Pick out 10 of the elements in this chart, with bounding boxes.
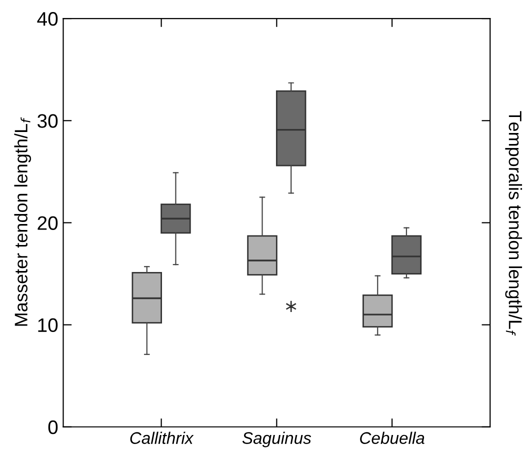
y-tick-label: 30 [37, 114, 58, 128]
x-tick-label: Saguinus [242, 432, 312, 448]
y-axis-title: Masseter tendon length/L$_{f}$ [14, 117, 32, 326]
y-tick-label: 40 [37, 12, 58, 26]
x-tick-label: Cebuella [360, 432, 424, 444]
y2-axis-title: Temporalis tendon length/L$_{f}$ [505, 111, 522, 336]
x-tick-label: Callithrix [130, 432, 194, 444]
y-tick-label: 10 [38, 318, 58, 332]
y-tick-label: 0 [48, 420, 58, 434]
y-tick-label: 20 [38, 216, 58, 230]
